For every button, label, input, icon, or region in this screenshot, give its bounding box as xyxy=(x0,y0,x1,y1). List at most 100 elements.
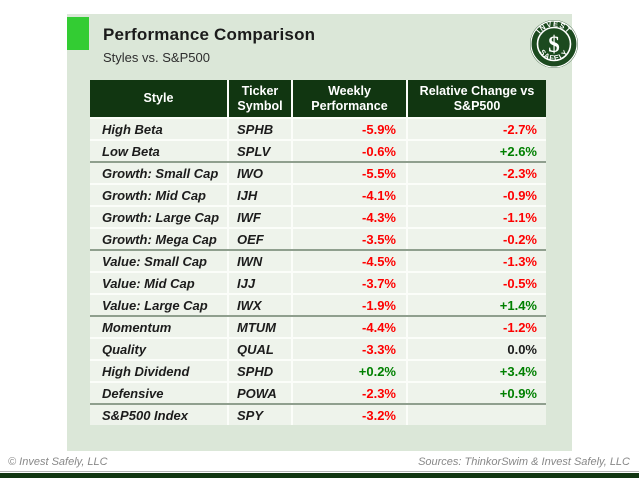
relative-cell: -2.3% xyxy=(408,163,546,183)
group-separator xyxy=(90,249,546,251)
table-row: Momentum MTUM -4.4% -1.2% xyxy=(90,317,546,337)
copyright-text: © Invest Safely, LLC xyxy=(8,456,108,468)
table-row: Low Beta SPLV -0.6% +2.6% xyxy=(90,141,546,161)
relative-cell: -0.5% xyxy=(408,273,546,293)
ticker-cell: SPHD xyxy=(229,361,291,381)
group-separator xyxy=(90,315,546,317)
ticker-cell: OEF xyxy=(229,229,291,249)
style-cell: High Dividend xyxy=(90,361,227,381)
style-cell: High Beta xyxy=(90,119,227,139)
column-header: Ticker Symbol xyxy=(229,80,291,117)
relative-cell: -1.3% xyxy=(408,251,546,271)
ticker-cell: IWN xyxy=(229,251,291,271)
logo-arc-bottom-text: SAFELY xyxy=(538,48,569,63)
ticker-cell: MTUM xyxy=(229,317,291,337)
group-separator xyxy=(90,403,546,405)
style-cell: Value: Large Cap xyxy=(90,295,227,315)
relative-cell: +3.4% xyxy=(408,361,546,381)
table-row: Growth: Large Cap IWF -4.3% -1.1% xyxy=(90,207,546,227)
relative-cell: +1.4% xyxy=(408,295,546,315)
logo-inner-ring xyxy=(536,26,572,62)
row-separator xyxy=(90,139,546,141)
style-cell: Momentum xyxy=(90,317,227,337)
weekly-cell: -3.3% xyxy=(293,339,406,359)
style-cell: Defensive xyxy=(90,383,227,403)
weekly-cell: -4.5% xyxy=(293,251,406,271)
row-separator xyxy=(90,293,546,295)
ticker-cell: IWF xyxy=(229,207,291,227)
accent-square xyxy=(67,17,89,50)
svg-text:SAFELY: SAFELY xyxy=(538,48,570,63)
style-cell: S&P500 Index xyxy=(90,405,227,425)
weekly-cell: -4.3% xyxy=(293,207,406,227)
table-row: High Dividend SPHD +0.2% +3.4% xyxy=(90,361,546,381)
relative-cell xyxy=(408,405,546,425)
weekly-cell: -1.9% xyxy=(293,295,406,315)
table-row: Value: Large Cap IWX -1.9% +1.4% xyxy=(90,295,546,315)
style-cell: Value: Mid Cap xyxy=(90,273,227,293)
weekly-cell: -2.3% xyxy=(293,383,406,403)
weekly-cell: -3.7% xyxy=(293,273,406,293)
page-title: Performance Comparison xyxy=(103,25,316,44)
ticker-cell: IJJ xyxy=(229,273,291,293)
table-row: Quality QUAL -3.3% 0.0% xyxy=(90,339,546,359)
ticker-cell: SPHB xyxy=(229,119,291,139)
relative-cell: -0.9% xyxy=(408,185,546,205)
relative-cell: +0.9% xyxy=(408,383,546,403)
relative-cell: -1.2% xyxy=(408,317,546,337)
style-cell: Value: Small Cap xyxy=(90,251,227,271)
row-separator xyxy=(90,337,546,339)
performance-table: Style Ticker Symbol Weekly Performance Rela… xyxy=(90,80,546,425)
table-row: Defensive POWA -2.3% +0.9% xyxy=(90,383,546,403)
weekly-cell: -5.9% xyxy=(293,119,406,139)
weekly-cell: +0.2% xyxy=(293,361,406,381)
row-separator xyxy=(90,271,546,273)
style-cell: Quality xyxy=(90,339,227,359)
ticker-cell: SPLV xyxy=(229,141,291,161)
table-row: Growth: Small Cap IWO -5.5% -2.3% xyxy=(90,163,546,183)
style-cell: Growth: Large Cap xyxy=(90,207,227,227)
invest-safely-logo-icon: INVEST SAFELY $ xyxy=(530,19,578,68)
relative-cell: +2.6% xyxy=(408,141,546,161)
style-cell: Growth: Small Cap xyxy=(90,163,227,183)
group-separator xyxy=(90,161,546,163)
table-body: High Beta SPHB -5.9% -2.7% Low Beta SPLV -0.6%… xyxy=(90,119,546,425)
style-cell: Growth: Mega Cap xyxy=(90,229,227,249)
footer-divider xyxy=(0,471,639,472)
row-separator xyxy=(90,183,546,185)
table-row: Growth: Mega Cap OEF -3.5% -0.2% xyxy=(90,229,546,249)
table-row: Value: Small Cap IWN -4.5% -1.3% xyxy=(90,251,546,271)
ticker-cell: IWO xyxy=(229,163,291,183)
style-cell: Low Beta xyxy=(90,141,227,161)
ticker-cell: SPY xyxy=(229,405,291,425)
ticker-cell: QUAL xyxy=(229,339,291,359)
column-header: Relative Change vs S&P500 xyxy=(408,80,546,117)
table-row: Growth: Mid Cap IJH -4.1% -0.9% xyxy=(90,185,546,205)
bottom-green-bar xyxy=(0,473,639,478)
logo-outer-ring xyxy=(530,20,578,68)
relative-cell: -1.1% xyxy=(408,207,546,227)
weekly-cell: -0.6% xyxy=(293,141,406,161)
row-separator xyxy=(90,359,546,361)
ticker-cell: IWX xyxy=(229,295,291,315)
column-header: Style xyxy=(90,80,227,117)
weekly-cell: -4.4% xyxy=(293,317,406,337)
sources-text: Sources: ThinkorSwim & Invest Safely, LL… xyxy=(418,456,630,468)
table-row: Value: Mid Cap IJJ -3.7% -0.5% xyxy=(90,273,546,293)
row-separator xyxy=(90,227,546,229)
ticker-cell: POWA xyxy=(229,383,291,403)
table-row: S&P500 Index SPY -3.2% xyxy=(90,405,546,425)
relative-cell: -2.7% xyxy=(408,119,546,139)
page-subtitle: Styles vs. S&P500 xyxy=(103,50,210,65)
weekly-cell: -3.2% xyxy=(293,405,406,425)
row-separator xyxy=(90,205,546,207)
relative-cell: -0.2% xyxy=(408,229,546,249)
table-header-row: Style Ticker Symbol Weekly Performance Rela… xyxy=(90,80,546,117)
weekly-cell: -3.5% xyxy=(293,229,406,249)
relative-cell: 0.0% xyxy=(408,339,546,359)
weekly-cell: -5.5% xyxy=(293,163,406,183)
column-header: Weekly Performance xyxy=(293,80,406,117)
logo-dollar-symbol: $ xyxy=(548,32,560,57)
weekly-cell: -4.1% xyxy=(293,185,406,205)
ticker-cell: IJH xyxy=(229,185,291,205)
